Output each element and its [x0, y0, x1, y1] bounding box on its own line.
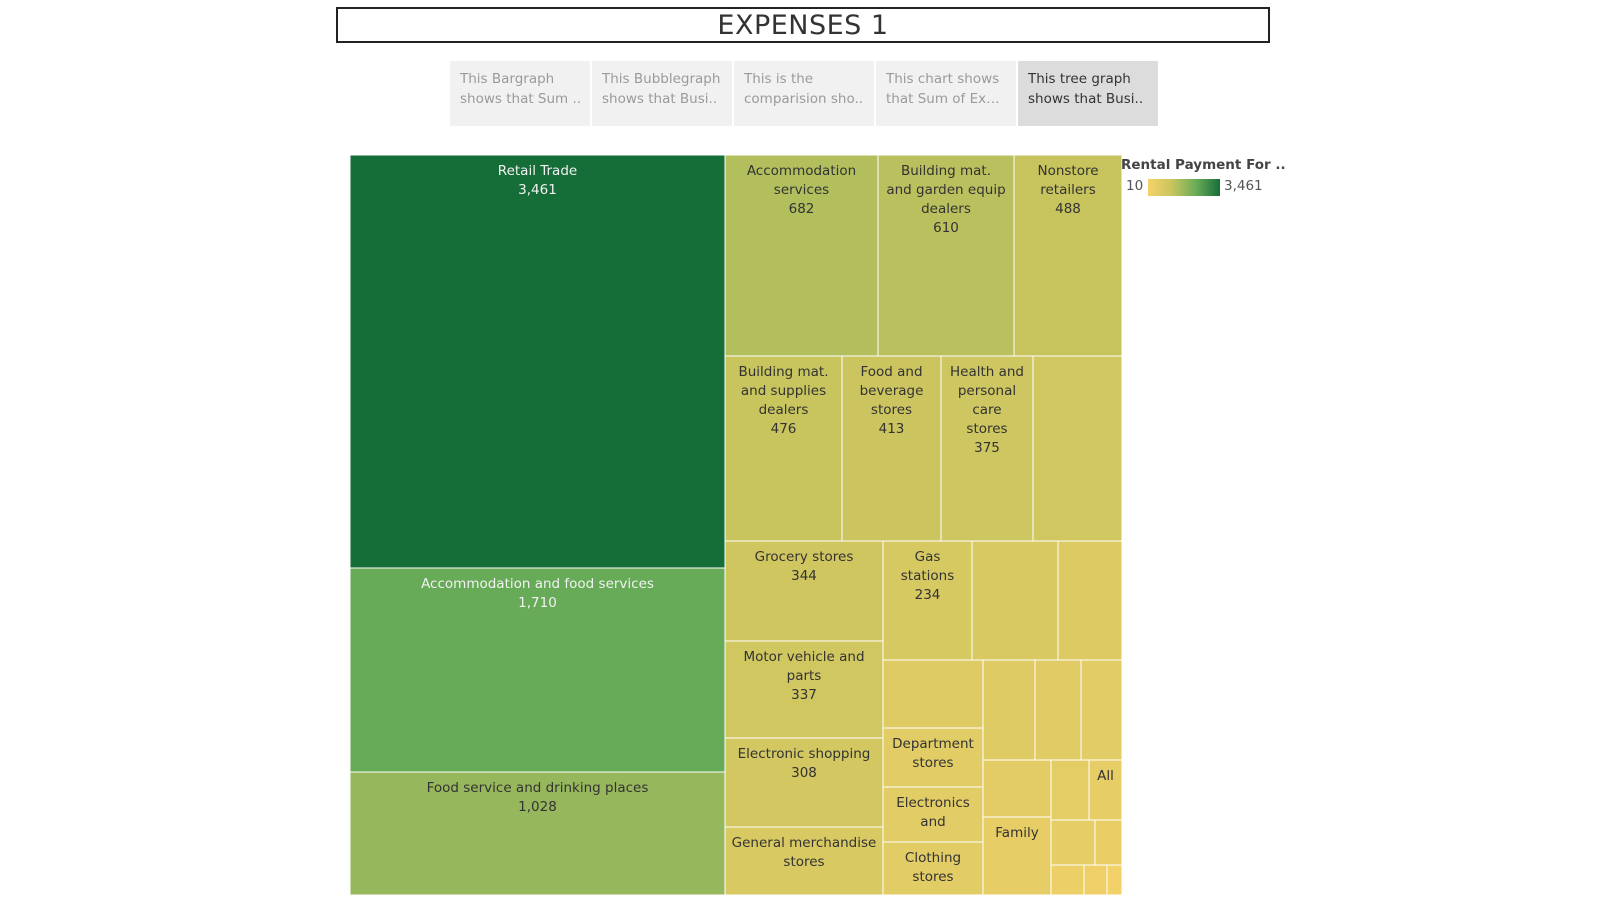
treemap-label-health-and-personal-care-stores: Health and personal care stores 375: [950, 364, 1024, 456]
dashboard-title: EXPENSES 1: [336, 7, 1270, 43]
treemap-tile-grocery-stores[interactable]: [724, 540, 884, 642]
story-tab-4[interactable]: This chart shows that Sum of Expe..: [876, 61, 1016, 126]
treemap-tile-nonstore-retailers[interactable]: [1013, 154, 1123, 357]
legend-gradient-bar: [1148, 179, 1220, 196]
treemap-tile-retail-trade[interactable]: [349, 154, 726, 569]
treemap-label-food-service-and-drinking-places: Food service and drinking places 1,028: [427, 780, 649, 815]
treemap-tile-unlabeled-20[interactable]: [1080, 659, 1123, 761]
treemap-tile-health-and-personal-care-stores[interactable]: [940, 355, 1034, 542]
treemap-tile-department-stores[interactable]: [882, 727, 984, 788]
treemap-label-building-mat-and-garden-equip-dealers: Building mat. and garden equip dealers 610: [886, 163, 1005, 236]
treemap-tile-unlabeled-25[interactable]: [1050, 759, 1090, 821]
treemap-label-gas-stations: Gas stations 234: [901, 549, 955, 603]
treemap-tile-unlabeled-28[interactable]: [1094, 819, 1123, 866]
treemap-label-accommodation-services: Accommodation services 682: [747, 163, 856, 217]
treemap-tile-unlabeled-24[interactable]: [982, 759, 1052, 818]
treemap-tile-electronic-shopping[interactable]: [724, 737, 884, 828]
treemap-tile-building-mat-and-garden-equip-dealers[interactable]: [877, 154, 1015, 357]
treemap-tile-general-merchandise-stores[interactable]: [724, 826, 884, 896]
treemap-tile-gas-stations[interactable]: [882, 540, 973, 661]
treemap-label-all: All: [1097, 768, 1114, 784]
treemap-label-accommodation-and-food-services: Accommodation and food services 1,710: [421, 576, 654, 611]
treemap-tile-accommodation-and-food-services[interactable]: [349, 567, 726, 773]
story-tab-5-active[interactable]: This tree graph shows that Busi..: [1018, 61, 1158, 126]
treemap-tile-unlabeled-19[interactable]: [1034, 659, 1082, 761]
treemap-tile-accommodation-services[interactable]: [724, 154, 879, 357]
story-tab-3[interactable]: This is the comparision sho..: [734, 61, 874, 126]
treemap-tile-building-mat-and-supplies-dealers[interactable]: [724, 355, 843, 542]
treemap-label-grocery-stores: Grocery stores 344: [755, 549, 854, 584]
treemap-tile-all[interactable]: [1088, 759, 1123, 821]
treemap-tile-electronics-and[interactable]: [882, 786, 984, 843]
treemap-tile-unlabeled-27[interactable]: [1050, 819, 1096, 866]
treemap-tile-food-and-beverage-stores[interactable]: [841, 355, 942, 542]
treemap-label-family: Family: [995, 825, 1038, 841]
treemap-label-building-mat-and-supplies-dealers: Building mat. and supplies dealers 476: [738, 364, 828, 437]
treemap-tile-unlabeled-17[interactable]: [882, 659, 984, 729]
treemap-tile-unlabeled-32[interactable]: [1106, 864, 1123, 896]
treemap-tile-unlabeled-30[interactable]: [1050, 864, 1085, 896]
color-legend: Rental Payment For .. 10 3,461: [1121, 157, 1291, 198]
treemap-label-electronic-shopping: Electronic shopping 308: [738, 746, 871, 781]
treemap-tile-unlabeled-13[interactable]: [1057, 540, 1123, 661]
treemap-tile-clothing-stores[interactable]: [882, 841, 984, 896]
treemap-tile-unlabeled-9[interactable]: [1032, 355, 1123, 542]
treemap-tile-food-service-and-drinking-places[interactable]: [349, 771, 726, 896]
story-tab-2[interactable]: This Bubblegraph shows that Busi..: [592, 61, 732, 126]
treemap-label-nonstore-retailers: Nonstore retailers 488: [1037, 163, 1098, 217]
treemap-label-electronics-and: Electronics and: [896, 795, 970, 830]
treemap-tile-unlabeled-12[interactable]: [971, 540, 1059, 661]
legend-max-label: 3,461: [1224, 178, 1263, 194]
treemap-tile-unlabeled-18[interactable]: [982, 659, 1036, 761]
treemap-tile-unlabeled-31[interactable]: [1083, 864, 1108, 896]
legend-scale: 10 3,461: [1121, 176, 1291, 198]
treemap-label-department-stores: Department stores: [892, 736, 974, 771]
treemap-label-general-merchandise-stores: General merchandise stores: [732, 835, 877, 870]
legend-min-label: 10: [1126, 178, 1144, 194]
legend-title: Rental Payment For ..: [1121, 157, 1286, 173]
treemap-label-motor-vehicle-and-parts: Motor vehicle and parts 337: [743, 649, 864, 703]
treemap-tile-family[interactable]: [982, 816, 1052, 896]
treemap-label-food-and-beverage-stores: Food and beverage stores 413: [860, 364, 924, 437]
story-tab-1[interactable]: This Bargraph shows that Sum ..: [450, 61, 590, 126]
treemap-label-retail-trade: Retail Trade 3,461: [498, 163, 577, 198]
treemap-label-clothing-stores: Clothing stores: [905, 850, 961, 885]
